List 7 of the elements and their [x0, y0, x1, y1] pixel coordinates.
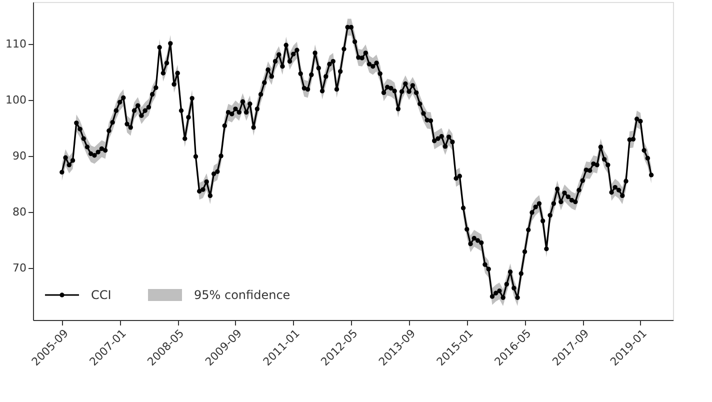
y-tick-label: 70 — [12, 261, 26, 274]
legend-label: CCI — [91, 288, 112, 302]
y-tick-label: 110 — [6, 37, 26, 50]
y-tick-label: 100 — [6, 93, 26, 106]
y-tick-label: 90 — [12, 149, 26, 162]
y-tick-label: 80 — [12, 205, 26, 218]
annotation: 95% confidence — [194, 288, 290, 302]
